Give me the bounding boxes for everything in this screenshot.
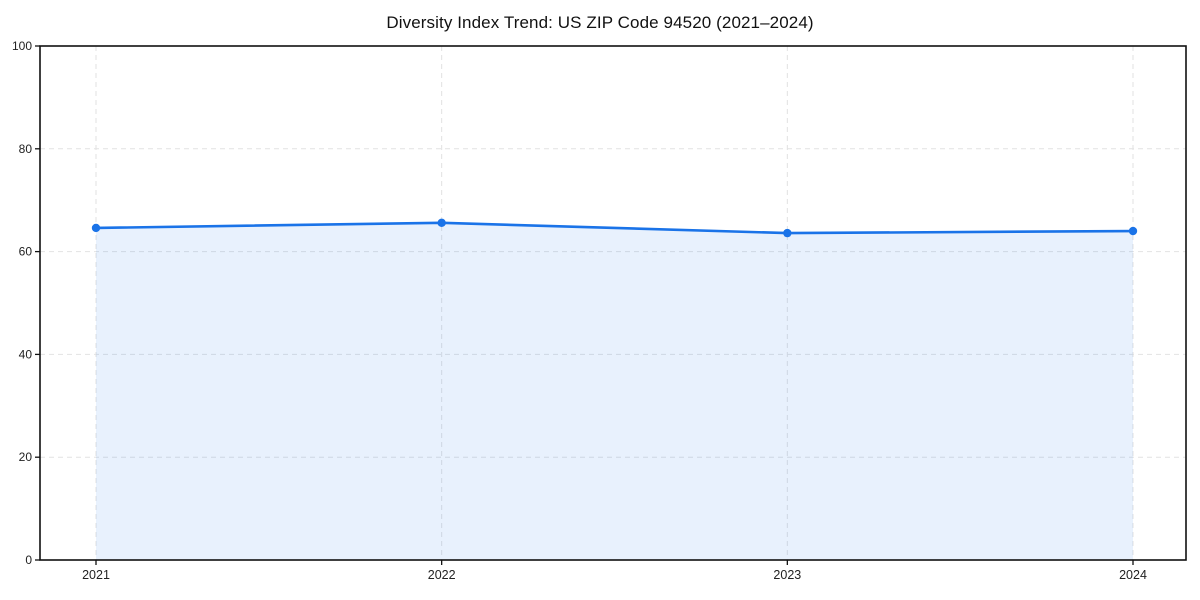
x-tick-label: 2022 (428, 568, 456, 582)
plot-frame (39, 45, 1187, 561)
x-tick-label: 2021 (82, 568, 110, 582)
y-tick-label: 40 (19, 347, 33, 361)
y-tick-label: 20 (19, 450, 33, 464)
x-tick-label: 2024 (1119, 568, 1147, 582)
data-point (1128, 226, 1138, 236)
y-tick-label: 0 (25, 553, 32, 567)
y-tick-label: 100 (12, 39, 32, 53)
chart-title: Diversity Index Trend: US ZIP Code 94520… (386, 13, 814, 32)
data-point (783, 228, 792, 238)
y-tick-label: 60 (19, 245, 33, 259)
data-point (437, 218, 446, 228)
area-fill (96, 222, 1133, 561)
x-tick-label: 2023 (773, 568, 801, 582)
y-tick-label: 80 (19, 142, 33, 156)
trend-line (94, 221, 1135, 235)
data-point (91, 223, 101, 233)
